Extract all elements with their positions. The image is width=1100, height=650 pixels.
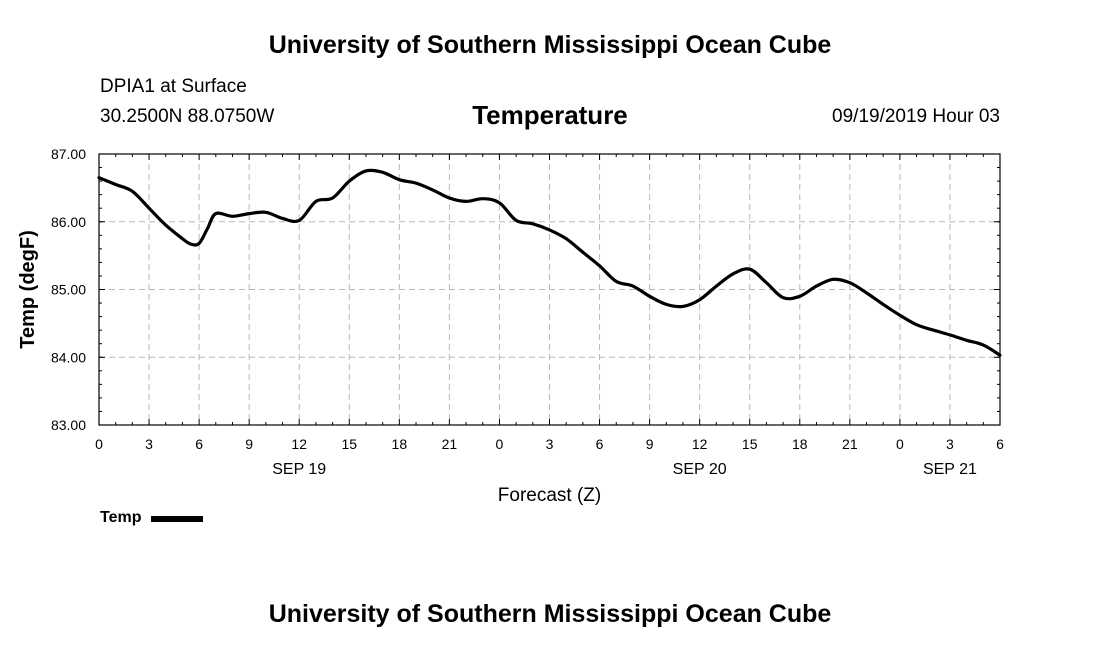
coordinates-label: 30.2500N 88.0750W	[100, 106, 275, 127]
x-tick-label: 21	[842, 436, 858, 452]
station-label: DPIA1 at Surface	[100, 76, 247, 97]
x-tick-label: 12	[291, 436, 307, 452]
y-tick-label: 86.00	[51, 214, 86, 230]
y-tick-label: 85.00	[51, 282, 86, 298]
x-tick-label: 15	[341, 436, 357, 452]
x-tick-label: 12	[692, 436, 708, 452]
y-tick-label: 83.00	[51, 417, 86, 433]
chart-title: Temperature	[472, 100, 628, 130]
x-axis-title: Forecast (Z)	[498, 485, 601, 506]
x-tick-label: 21	[442, 436, 458, 452]
x-tick-label: 3	[946, 436, 954, 452]
x-tick-label: 0	[896, 436, 904, 452]
x-tick-label: 15	[742, 436, 758, 452]
y-axis-title: Temp (degF)	[17, 230, 39, 349]
x-tick-label: 9	[646, 436, 654, 452]
forecast-datetime: 09/19/2019 Hour 03	[832, 106, 1000, 127]
legend: Temp	[100, 509, 204, 527]
x-tick-label: 6	[195, 436, 203, 452]
legend-label: Temp	[100, 509, 142, 526]
x-day-label: SEP 21	[923, 461, 977, 478]
x-tick-label: 9	[245, 436, 253, 452]
x-tick-label: 3	[546, 436, 554, 452]
y-tick-label: 87.00	[51, 146, 86, 162]
y-tick-label: 84.00	[51, 349, 86, 365]
x-day-label: SEP 19	[272, 461, 326, 478]
x-tick-label: 0	[95, 436, 103, 452]
x-tick-label: 3	[145, 436, 153, 452]
x-tick-label: 18	[392, 436, 408, 452]
x-tick-label: 18	[792, 436, 808, 452]
x-tick-label: 6	[596, 436, 604, 452]
x-tick-label: 0	[496, 436, 504, 452]
x-tick-label: 6	[996, 436, 1004, 452]
temp-series-line	[97, 168, 1002, 357]
page-title: University of Southern Mississippi Ocean…	[268, 31, 832, 59]
x-day-label: SEP 20	[673, 461, 727, 478]
legend-line-swatch	[151, 516, 204, 522]
footer-title: University of Southern Mississippi Ocean…	[268, 600, 832, 628]
